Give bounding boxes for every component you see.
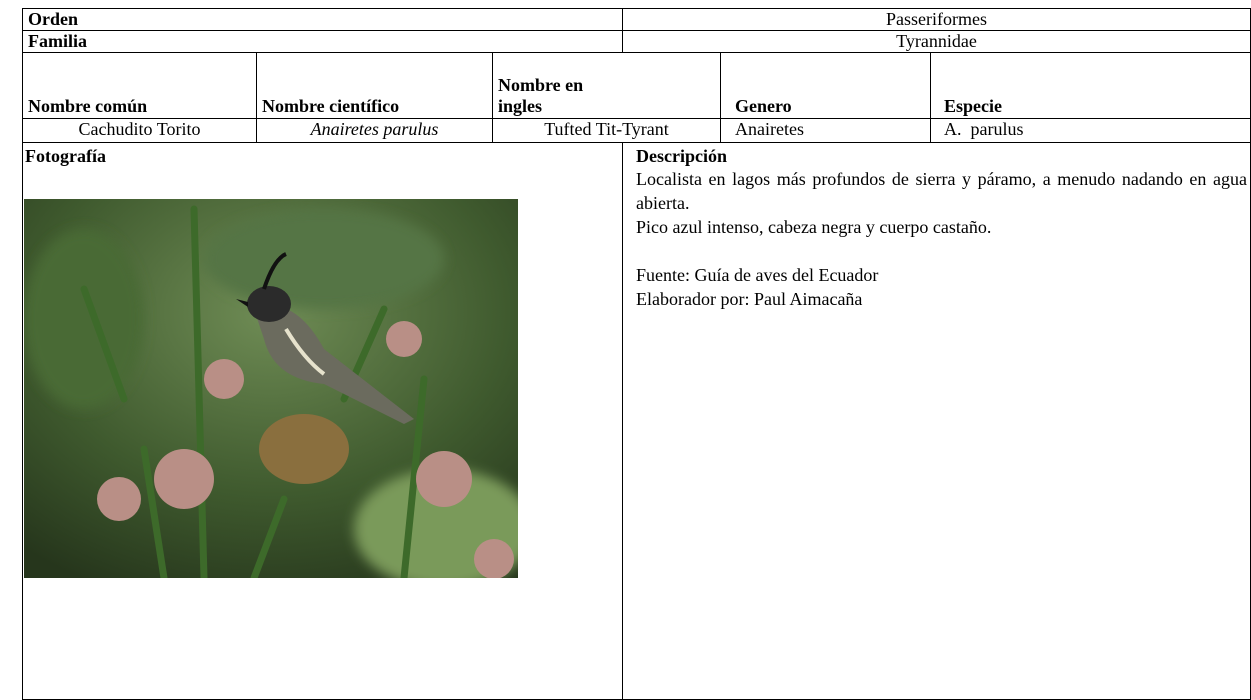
description-text: Pico azul intenso, cabeza negra y cuerpo… [636, 217, 992, 237]
table-cell: Cachudito Torito [22, 118, 257, 143]
table-cell: Anairetes parulus [256, 118, 493, 143]
table-cell: Anairetes [720, 118, 931, 143]
value: Tyrannidae [896, 31, 977, 51]
description-text: Fuente: Guía de aves del Ecuador [636, 265, 879, 285]
label: Familia [28, 31, 87, 51]
label-cell: Orden [22, 8, 623, 31]
header-text: Nombre común [28, 96, 148, 116]
column-header: Nombre en ingles [492, 52, 721, 119]
header-text: Nombre científico [262, 96, 400, 116]
header-text: Genero [735, 96, 792, 116]
cell-text: Tufted Tit-Tyrant [544, 119, 669, 139]
value-cell: Tyrannidae [622, 30, 1251, 53]
bird-photo [24, 199, 518, 578]
cell-text: A. parulus [944, 119, 1024, 139]
header-text: Nombre en ingles [498, 75, 584, 116]
table-cell: Tufted Tit-Tyrant [492, 118, 721, 143]
column-header: Genero [720, 52, 931, 119]
label-cell: Familia [22, 30, 623, 53]
column-header: Nombre común [22, 52, 257, 119]
cell-text: Anairetes parulus [310, 119, 439, 139]
label: Orden [28, 9, 79, 29]
description-title: Descripción [636, 146, 727, 166]
table-cell: A. parulus [930, 118, 1251, 143]
header-text: Especie [944, 96, 1002, 116]
value-cell: Passeriformes [622, 8, 1251, 31]
description-cell: Descripción Localista en lagos más profu… [622, 142, 1251, 700]
column-header: Especie [930, 52, 1251, 119]
cell-text: Cachudito Torito [78, 119, 201, 139]
value: Passeriformes [886, 9, 987, 29]
description-text: Elaborador por: Paul Aimacaña [636, 289, 863, 309]
cell-text: Anairetes [735, 119, 804, 139]
photo-label: Fotografía [25, 146, 106, 166]
description-text: Localista en lagos más profundos de sier… [636, 169, 1247, 213]
bird [236, 252, 414, 424]
column-header: Nombre científico [256, 52, 493, 119]
photo-cell: Fotografía [22, 142, 623, 700]
